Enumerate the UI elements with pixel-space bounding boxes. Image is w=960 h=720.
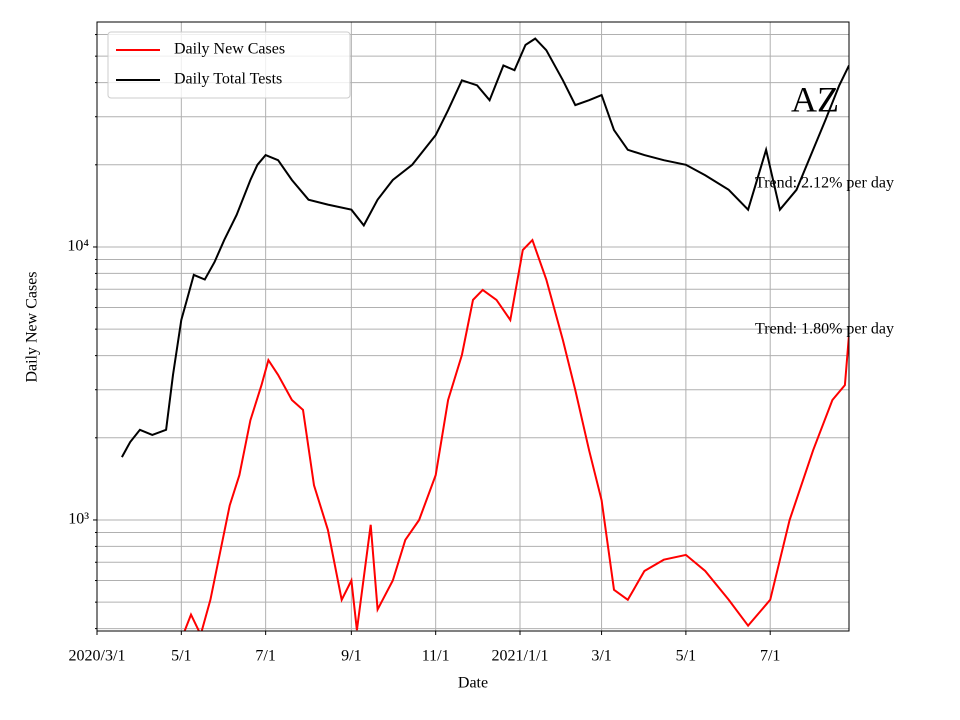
x-tick-label: 7/1 bbox=[760, 648, 780, 665]
x-tick-label: 9/1 bbox=[341, 648, 361, 665]
annotation: Trend: 2.12% per day bbox=[755, 175, 894, 192]
x-tick-label: 5/1 bbox=[171, 648, 191, 665]
x-tick-label: 5/1 bbox=[676, 648, 696, 665]
series-line bbox=[121, 37, 849, 458]
y-tick-label: 10⁴ bbox=[67, 238, 89, 255]
annotation: Trend: 1.80% per day bbox=[755, 321, 894, 338]
plot-area bbox=[121, 37, 849, 631]
x-tick-label: 7/1 bbox=[255, 648, 275, 665]
x-tick-label: 2021/1/1 bbox=[492, 648, 549, 665]
x-tick-label: 3/1 bbox=[591, 648, 611, 665]
y-axis-label: Daily New Cases bbox=[24, 271, 41, 382]
y-tick-label: 10³ bbox=[68, 511, 89, 528]
x-tick-label: 11/1 bbox=[422, 648, 450, 665]
x-tick-label: 2020/3/1 bbox=[69, 648, 126, 665]
legend-label: Daily Total Tests bbox=[174, 71, 282, 88]
legend-label: Daily New Cases bbox=[174, 41, 285, 58]
annotation: AZ bbox=[791, 79, 839, 119]
series-line bbox=[183, 238, 849, 631]
plot-frame bbox=[96, 21, 850, 632]
x-axis-label: Date bbox=[458, 675, 488, 692]
legend-box bbox=[107, 31, 351, 99]
